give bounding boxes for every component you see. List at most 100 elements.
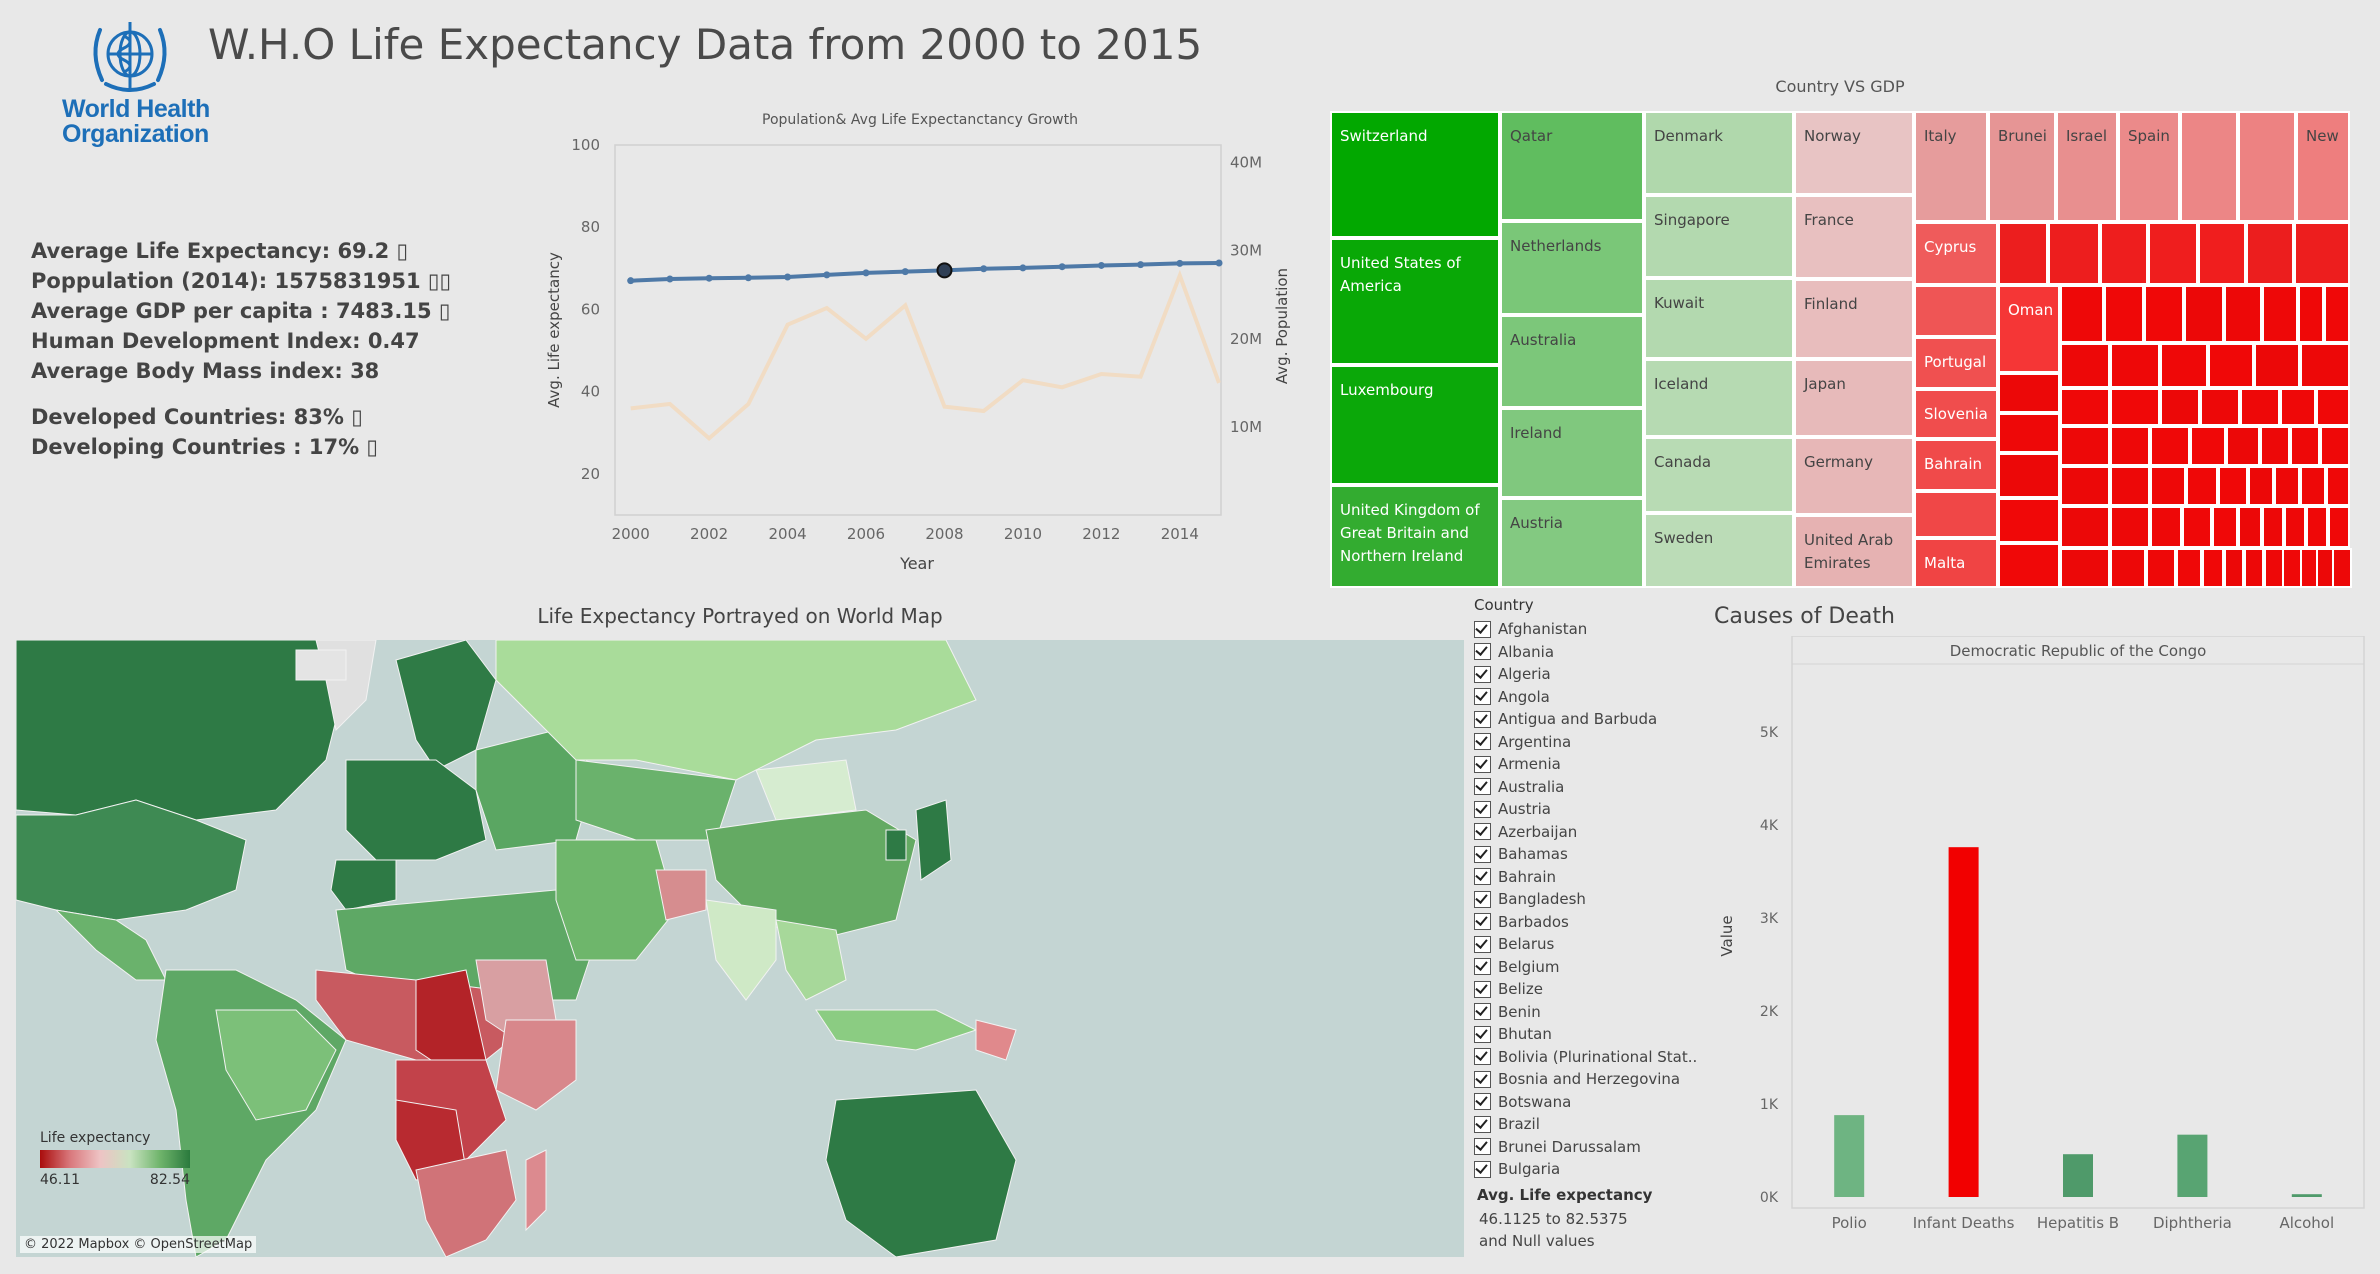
treemap-cell-netherlands[interactable]: Netherlands <box>1500 221 1644 315</box>
country-option[interactable]: Algeria <box>1474 663 1704 686</box>
treemap-cell-small[interactable] <box>2110 466 2150 506</box>
checkbox-checked-icon[interactable] <box>1474 981 1491 998</box>
country-option[interactable]: Bahrain <box>1474 866 1704 889</box>
treemap-cell-uae[interactable]: United Arab Emirates <box>1794 515 1914 588</box>
treemap-cell-australia[interactable]: Australia <box>1500 315 1644 408</box>
causes-of-death-chart[interactable]: Democratic Republic of the Congo Value 0… <box>1714 636 2374 1256</box>
life-expectancy-point[interactable] <box>902 268 909 275</box>
checkbox-checked-icon[interactable] <box>1474 936 1491 953</box>
treemap-cell-small[interactable] <box>2182 506 2212 548</box>
treemap-cell-small[interactable] <box>2262 506 2284 548</box>
treemap-cell-brunei[interactable]: Brunei <box>1988 111 2056 222</box>
treemap-cell-small[interactable] <box>2060 388 2110 426</box>
treemap-cell-portugal[interactable]: Portugal <box>1914 337 1998 389</box>
treemap-cell-small[interactable] <box>2224 548 2244 588</box>
life-expectancy-point[interactable] <box>784 273 791 280</box>
treemap-cell-small[interactable] <box>2290 426 2320 466</box>
population-series-line[interactable] <box>631 275 1219 438</box>
country-option[interactable]: Bulgaria <box>1474 1158 1704 1181</box>
treemap-cell-cyprus[interactable]: Cyprus <box>1914 222 1998 285</box>
country-option[interactable]: Austria <box>1474 798 1704 821</box>
treemap-cell-malta[interactable]: Malta <box>1914 538 1998 588</box>
map-country-mongolia[interactable] <box>756 760 856 820</box>
treemap-cell-small[interactable] <box>2284 506 2306 548</box>
treemap-cell-small[interactable] <box>2218 466 2248 506</box>
map-country-western-europe[interactable] <box>346 760 486 860</box>
treemap-cell-small[interactable] <box>2244 548 2264 588</box>
map-country-india[interactable] <box>706 900 776 1000</box>
treemap-cell-france[interactable]: France <box>1794 195 1914 279</box>
country-option[interactable]: Azerbaijan <box>1474 821 1704 844</box>
checkbox-checked-icon[interactable] <box>1474 1071 1491 1088</box>
treemap-cell-small[interactable] <box>1998 498 2060 543</box>
treemap-cell-small[interactable] <box>2332 548 2352 588</box>
life-expectancy-point-highlighted[interactable] <box>937 263 951 277</box>
treemap-cell-spain[interactable]: Spain <box>2118 111 2180 222</box>
treemap-cell-small[interactable] <box>2150 426 2190 466</box>
treemap-cell-small[interactable] <box>2300 343 2350 388</box>
treemap-cell-small[interactable] <box>2326 466 2350 506</box>
checkbox-checked-icon[interactable] <box>1474 1138 1491 1155</box>
map-country-korea[interactable] <box>886 830 906 860</box>
treemap-cell-small[interactable] <box>2328 506 2350 548</box>
checkbox-checked-icon[interactable] <box>1474 913 1491 930</box>
checkbox-checked-icon[interactable] <box>1474 756 1491 773</box>
treemap-cell-small[interactable] <box>2100 222 2148 285</box>
checkbox-checked-icon[interactable] <box>1474 621 1491 638</box>
treemap-cell-small[interactable] <box>2150 466 2186 506</box>
country-option[interactable]: Belgium <box>1474 956 1704 979</box>
treemap-cell-small[interactable] <box>2226 426 2260 466</box>
treemap-cell-small-2[interactable] <box>2238 111 2296 222</box>
map-country-east-africa[interactable] <box>496 1020 576 1110</box>
treemap-cell-small[interactable] <box>2248 466 2274 506</box>
checkbox-checked-icon[interactable] <box>1474 958 1491 975</box>
treemap-cell-small[interactable] <box>2238 506 2262 548</box>
treemap-cell-small-4[interactable] <box>1914 491 1998 538</box>
life-expectancy-point[interactable] <box>1176 260 1183 267</box>
checkbox-checked-icon[interactable] <box>1474 846 1491 863</box>
treemap-cell-small[interactable] <box>2146 548 2176 588</box>
treemap-cell-small[interactable] <box>2176 548 2202 588</box>
treemap-cell-small[interactable] <box>2060 466 2110 506</box>
life-expectancy-point[interactable] <box>1137 261 1144 268</box>
treemap-cell-small[interactable] <box>2190 426 2226 466</box>
country-option[interactable]: Albania <box>1474 641 1704 664</box>
life-expectancy-point[interactable] <box>1059 263 1066 270</box>
treemap-cell-small[interactable] <box>2184 285 2224 343</box>
map-attribution[interactable]: © 2022 Mapbox © OpenStreetMap <box>20 1236 256 1253</box>
treemap-cell-small[interactable] <box>2144 285 2184 343</box>
treemap-cell-switzerland[interactable]: Switzerland <box>1330 111 1500 238</box>
treemap-cell-small[interactable] <box>2110 426 2150 466</box>
life-expectancy-point[interactable] <box>980 265 987 272</box>
treemap-cell-small[interactable] <box>2224 285 2262 343</box>
bar-hepatitis-b[interactable] <box>2063 1154 2093 1197</box>
checkbox-checked-icon[interactable] <box>1474 666 1491 683</box>
country-option[interactable]: Bolivia (Plurinational Stat.. <box>1474 1046 1704 1069</box>
country-option[interactable]: Belize <box>1474 978 1704 1001</box>
treemap-cell-iceland[interactable]: Iceland <box>1644 359 1794 437</box>
treemap-cell-norway[interactable]: Norway <box>1794 111 1914 195</box>
treemap-cell-canada[interactable]: Canada <box>1644 437 1794 513</box>
treemap-cell-small[interactable] <box>2316 388 2350 426</box>
treemap-cell-small[interactable] <box>2048 222 2100 285</box>
treemap-cell-small[interactable] <box>2186 466 2218 506</box>
checkbox-checked-icon[interactable] <box>1474 1026 1491 1043</box>
treemap-cell-small[interactable] <box>2060 506 2110 548</box>
life-expectancy-point[interactable] <box>1098 262 1105 269</box>
treemap-cell-small[interactable] <box>2198 222 2246 285</box>
country-option[interactable]: Bahamas <box>1474 843 1704 866</box>
treemap-cell-small-3[interactable] <box>1914 285 1998 337</box>
checkbox-checked-icon[interactable] <box>1474 1116 1491 1133</box>
country-option[interactable]: Brunei Darussalam <box>1474 1136 1704 1159</box>
treemap-cell-small[interactable] <box>1998 413 2060 453</box>
treemap-cell-small[interactable] <box>2060 285 2104 343</box>
life-expectancy-point[interactable] <box>863 269 870 276</box>
checkbox-checked-icon[interactable] <box>1474 1161 1491 1178</box>
treemap-cell-denmark[interactable]: Denmark <box>1644 111 1794 195</box>
treemap-cell-small[interactable] <box>2104 285 2144 343</box>
map-country-indonesia[interactable] <box>816 1010 976 1050</box>
treemap-cell-ireland[interactable]: Ireland <box>1500 408 1644 498</box>
checkbox-checked-icon[interactable] <box>1474 891 1491 908</box>
treemap-cell-small[interactable] <box>1998 453 2060 498</box>
country-option[interactable]: Botswana <box>1474 1091 1704 1114</box>
